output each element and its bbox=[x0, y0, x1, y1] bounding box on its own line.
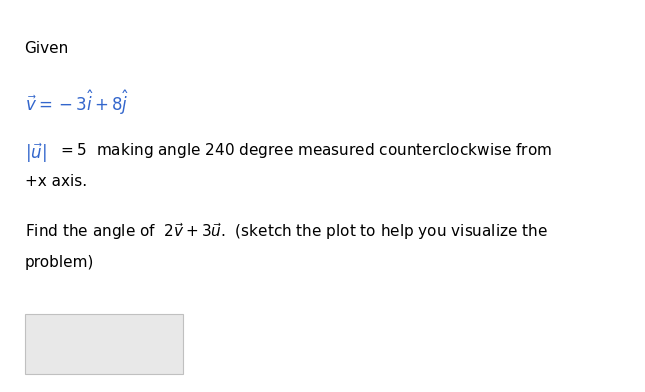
Text: problem): problem) bbox=[25, 255, 94, 270]
Text: $= 5$  making angle 240 degree measured counterclockwise from: $= 5$ making angle 240 degree measured c… bbox=[58, 141, 552, 160]
Text: Given: Given bbox=[25, 41, 69, 56]
Text: Find the angle of  $2\vec{v} + 3\vec{u}$.  (sketch the plot to help you visualiz: Find the angle of $2\vec{v} + 3\vec{u}$.… bbox=[25, 221, 548, 242]
Text: $|\vec{u}|$: $|\vec{u}|$ bbox=[25, 141, 46, 165]
Text: +x axis.: +x axis. bbox=[25, 174, 86, 189]
Text: $\vec{v} = -3\hat{i} + 8\hat{j}$: $\vec{v} = -3\hat{i} + 8\hat{j}$ bbox=[25, 88, 129, 117]
